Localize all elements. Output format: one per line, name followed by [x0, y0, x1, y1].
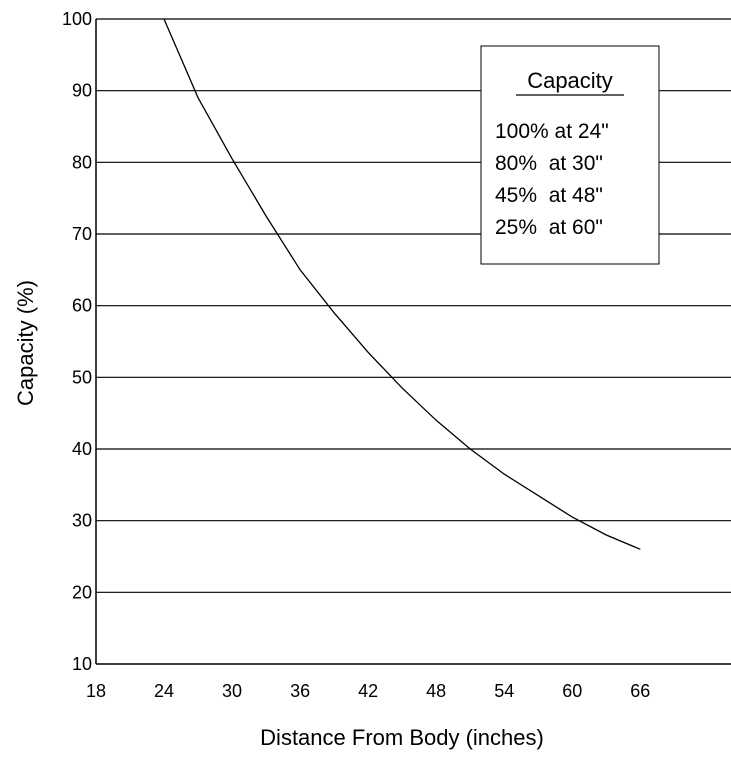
legend-entry-45: 45% at 48"	[495, 184, 603, 207]
x-tick-label: 60	[562, 681, 582, 701]
y-tick-label: 40	[72, 439, 92, 459]
x-tick-label: 30	[222, 681, 242, 701]
y-tick-label: 50	[72, 367, 92, 387]
x-tick-label: 24	[154, 681, 174, 701]
x-tick-label: 18	[86, 681, 106, 701]
y-tick-label: 10	[72, 654, 92, 674]
legend-entry-25: 25% at 60"	[495, 216, 603, 239]
y-axis-title: Capacity (%)	[13, 280, 38, 406]
x-axis-title: Distance From Body (inches)	[260, 725, 544, 750]
legend-frame	[480, 45, 660, 265]
x-tick-label: 42	[358, 681, 378, 701]
y-tick-label: 70	[72, 224, 92, 244]
y-tick-label: 60	[72, 296, 92, 316]
series-line-0	[163, 18, 641, 550]
tick-label-layer: 10 20 30 40 50 60 70 80 90 100 18 24 30 36 42 48 54 60 66	[62, 9, 650, 701]
legend-entry-80: 80% at 30"	[495, 152, 603, 175]
x-tick-label: 48	[426, 681, 446, 701]
y-tick-label: 90	[72, 81, 92, 101]
y-tick-label: 20	[72, 582, 92, 602]
series-layer	[163, 18, 641, 550]
axis-layer	[95, 19, 731, 665]
legend-box: Capacity 100% at 24" 80% at 30" 45% at 4…	[480, 45, 660, 265]
grid-layer	[96, 18, 731, 593]
x-tick-label: 36	[290, 681, 310, 701]
legend-entry-100: 100% at 24"	[495, 120, 609, 143]
y-tick-label: 100	[62, 9, 92, 29]
y-tick-label: 80	[72, 152, 92, 172]
legend-title: Capacity	[527, 68, 613, 93]
x-tick-label: 54	[494, 681, 514, 701]
x-tick-label: 66	[630, 681, 650, 701]
y-tick-label: 30	[72, 511, 92, 531]
